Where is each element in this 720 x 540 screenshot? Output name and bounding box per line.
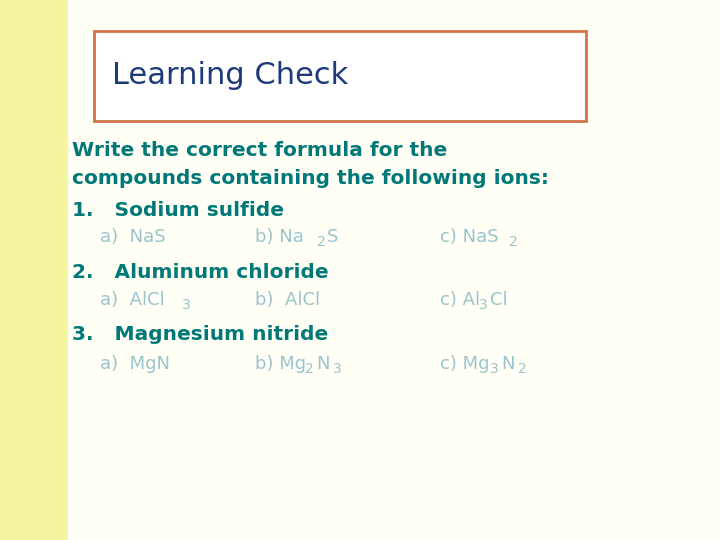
Text: 3: 3 xyxy=(182,298,191,312)
Text: S: S xyxy=(327,228,338,246)
Text: N: N xyxy=(316,355,330,373)
Text: c) Al: c) Al xyxy=(440,291,480,309)
Text: b) Mg: b) Mg xyxy=(255,355,306,373)
Text: 3: 3 xyxy=(479,298,487,312)
Bar xyxy=(0,0,68,540)
Text: b)  AlCl: b) AlCl xyxy=(255,291,320,309)
Text: 2: 2 xyxy=(518,362,527,376)
Text: 3: 3 xyxy=(333,362,342,376)
Text: 2: 2 xyxy=(317,235,325,249)
Text: 2: 2 xyxy=(305,362,314,376)
Text: Cl: Cl xyxy=(490,291,508,309)
Text: c) Mg: c) Mg xyxy=(440,355,490,373)
Text: 3: 3 xyxy=(490,362,499,376)
Text: compounds containing the following ions:: compounds containing the following ions: xyxy=(72,168,549,187)
Text: b) Na: b) Na xyxy=(255,228,304,246)
Text: c) NaS: c) NaS xyxy=(440,228,499,246)
FancyBboxPatch shape xyxy=(94,31,586,121)
Text: a)  MgN: a) MgN xyxy=(100,355,170,373)
Text: Learning Check: Learning Check xyxy=(112,60,348,90)
Text: 2.   Aluminum chloride: 2. Aluminum chloride xyxy=(72,262,328,281)
Text: N: N xyxy=(501,355,515,373)
Text: Write the correct formula for the: Write the correct formula for the xyxy=(72,140,447,159)
Text: 3.   Magnesium nitride: 3. Magnesium nitride xyxy=(72,326,328,345)
Text: 1.   Sodium sulfide: 1. Sodium sulfide xyxy=(72,200,284,219)
Text: a)  NaS: a) NaS xyxy=(100,228,166,246)
Text: 2: 2 xyxy=(509,235,518,249)
Text: a)  AlCl: a) AlCl xyxy=(100,291,165,309)
